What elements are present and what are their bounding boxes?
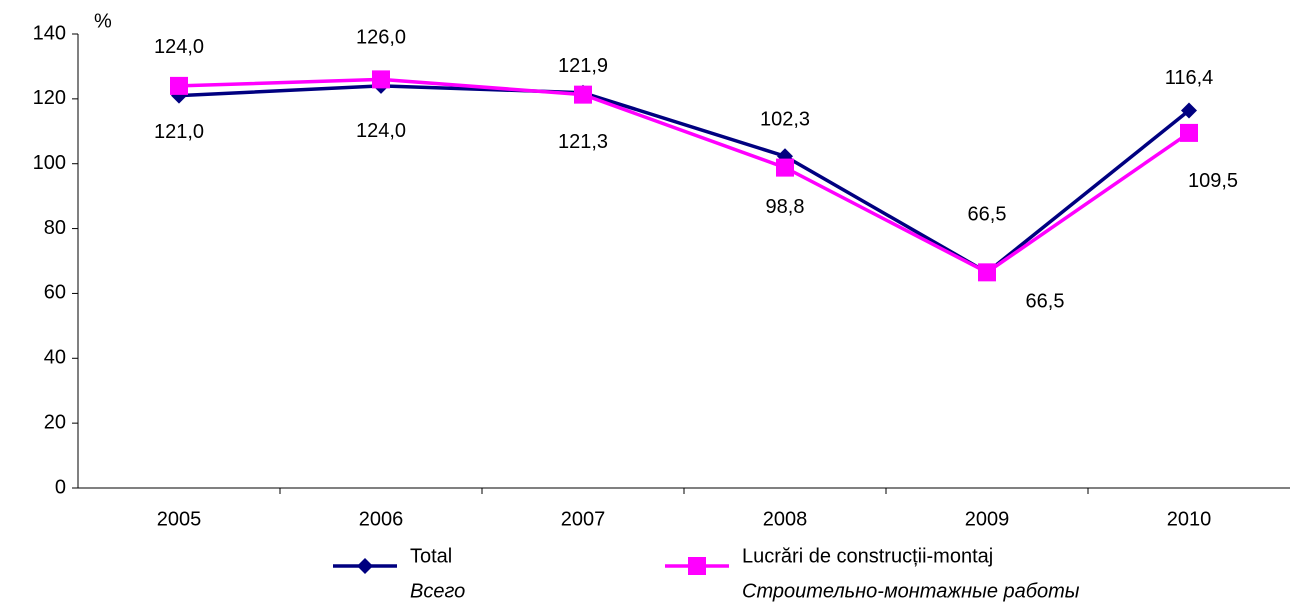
marker — [978, 263, 996, 282]
marker — [372, 70, 390, 89]
series-line — [178, 84, 1191, 275]
data-label: 66,5 — [968, 204, 1007, 226]
y-tick-label: 140 — [33, 22, 66, 44]
data-label: 66,5 — [1026, 291, 1065, 313]
x-tick-label: 2008 — [763, 508, 808, 530]
data-label: 121,9 — [558, 55, 608, 77]
y-tick-label: 20 — [44, 411, 66, 433]
marker — [357, 558, 373, 574]
y-tick-label: 60 — [44, 282, 66, 304]
legend-label: Lucrări de construcții-montaj — [742, 545, 993, 567]
marker — [1181, 102, 1197, 119]
series-line — [178, 77, 1190, 275]
data-label: 109,5 — [1188, 170, 1238, 192]
y-tick-label: 120 — [33, 87, 66, 109]
x-tick-label: 2005 — [157, 508, 202, 530]
data-label: 124,0 — [356, 120, 406, 142]
data-label: 98,8 — [766, 196, 805, 218]
marker — [776, 158, 794, 177]
data-label: 116,4 — [1165, 67, 1214, 89]
legend-label: Total — [410, 545, 452, 567]
y-tick-label: 80 — [44, 217, 66, 239]
data-label: 121,0 — [154, 121, 204, 143]
legend-label-alt: Строительно-монтажные работы — [742, 580, 1080, 602]
x-tick-label: 2006 — [359, 508, 404, 530]
data-label: 121,3 — [558, 131, 608, 153]
data-label: 124,0 — [154, 36, 204, 58]
data-label: 102,3 — [760, 109, 810, 131]
y-tick-label: 0 — [55, 476, 66, 498]
marker — [688, 557, 706, 575]
marker — [1180, 123, 1198, 142]
x-tick-label: 2007 — [561, 508, 606, 530]
x-tick-label: 2010 — [1167, 508, 1212, 530]
data-label: 126,0 — [356, 27, 406, 49]
x-tick-label: 2009 — [965, 508, 1010, 530]
marker — [574, 85, 592, 104]
legend-label-alt: Всего — [410, 580, 465, 602]
y-unit-label: % — [94, 10, 112, 32]
y-tick-label: 100 — [33, 152, 66, 174]
marker — [170, 76, 188, 95]
y-tick-label: 40 — [44, 347, 66, 369]
